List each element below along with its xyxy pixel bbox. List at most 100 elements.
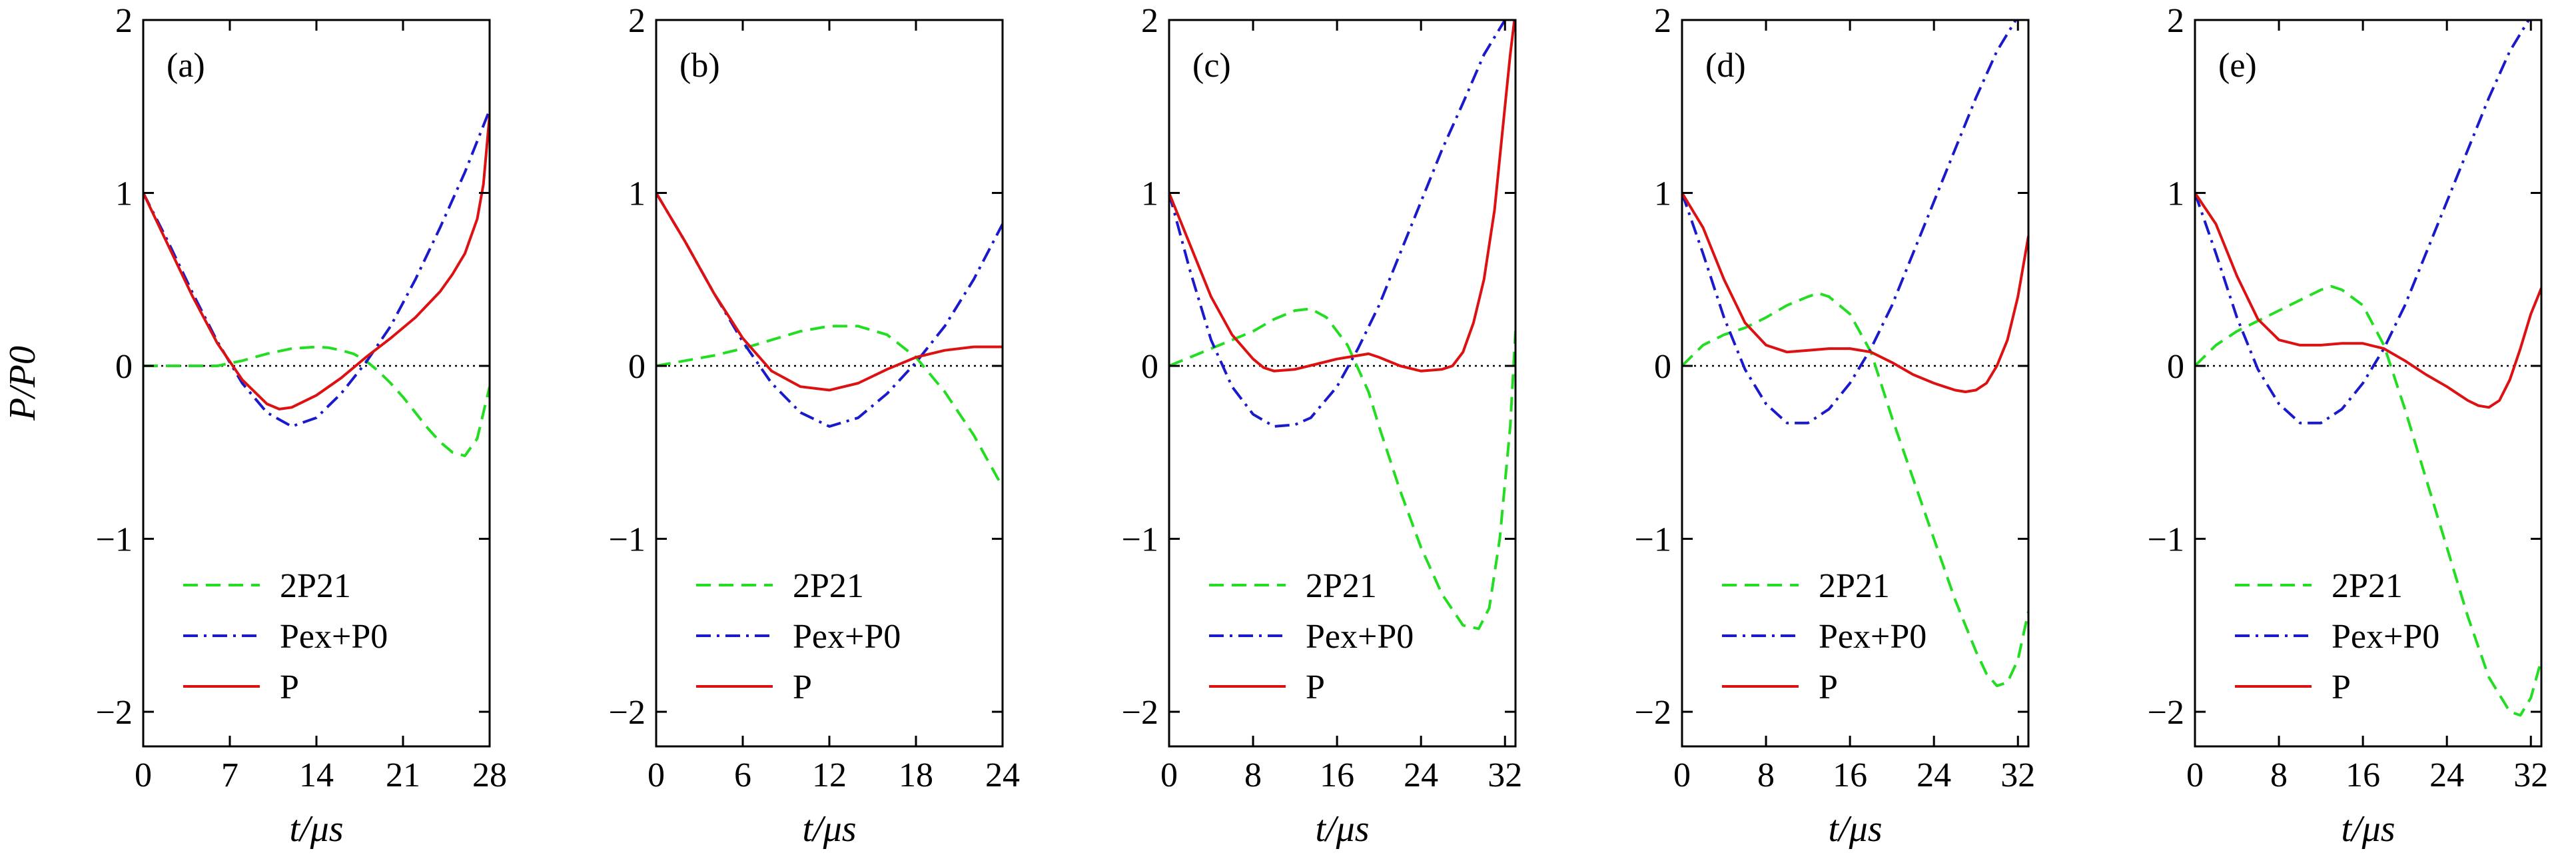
y-tick-label: −1 [1635,521,1671,559]
x-tick-label: 0 [1160,756,1178,794]
x-tick-label: 0 [2186,756,2204,794]
legend-label-s21: 2P21 [1306,567,1377,605]
y-tick-label: 2 [115,2,133,40]
legend-label-pex: Pex+P0 [2332,618,2439,656]
legend: 2P21 Pex+P0 P [696,567,901,706]
x-tick-label: 8 [1244,756,1262,794]
x-tick-label: 16 [2346,756,2380,794]
chart-panel: 0 7 14 21 28 −2 −1 0 1 2 t/μs (a) 2P21 Pex+P0 P [96,2,507,850]
x-tick-label: 18 [899,756,933,794]
legend-label-s21: 2P21 [1819,567,1890,605]
series-line-pex [656,192,1003,428]
x-tick-label: 16 [1833,756,1867,794]
x-tick-label: 32 [2000,756,2035,794]
x-tick-label: 0 [1673,756,1691,794]
y-tick-label: −2 [1122,694,1158,732]
x-tick-label: 24 [985,756,1020,794]
series-line-pex [1682,20,2018,425]
y-tick-label: 2 [1141,2,1158,40]
y-tick-label: 2 [2167,2,2184,40]
y-tick-label: −1 [1122,521,1158,559]
y-tick-label: 1 [115,175,133,213]
panel-label: (a) [167,47,205,85]
y-tick-label: 0 [2167,348,2184,386]
series-line-p [656,192,1003,392]
y-axis-label: P/P0 [2,346,43,421]
x-tick-label: 16 [1320,756,1354,794]
series-line-p [2195,192,2541,409]
x-axis-label: t/μs [2341,808,2395,850]
y-tick-label: −1 [96,521,133,559]
chart-panel: 0 8 16 24 32 −2 −1 0 1 2 t/μs (d) 2P21 Pex+P0 P [1635,2,2036,850]
series-line-p [143,115,490,411]
y-tick-label: 2 [1654,2,1671,40]
y-tick-label: 1 [1654,175,1671,213]
series-line-s21 [1169,307,1515,630]
series-line-pex [1169,20,1507,428]
y-tick-label: 0 [115,348,133,386]
series-line-p [1169,20,1515,373]
y-tick-label: −2 [2148,694,2184,732]
series-line-pex [143,109,490,428]
legend: 2P21 Pex+P0 P [183,567,388,706]
x-tick-label: 21 [386,756,420,794]
legend-label-p: P [2332,668,2351,706]
y-tick-label: 0 [1654,348,1671,386]
x-tick-label: 8 [2270,756,2288,794]
series-line-pex [2195,20,2531,425]
y-tick-label: −1 [609,521,645,559]
plot-frame [1681,19,2030,748]
legend-label-p: P [280,668,299,706]
y-tick-label: 2 [628,2,645,40]
legend-label-s21: 2P21 [793,567,864,605]
x-tick-label: 24 [2429,756,2464,794]
legend-label-s21: 2P21 [2332,567,2403,605]
x-tick-label: 32 [2513,756,2548,794]
x-tick-label: 14 [299,756,334,794]
chart-panel: 0 8 16 24 32 −2 −1 0 1 2 t/μs (c) 2P21 Pex+P0 P [1122,2,1523,850]
legend-label-pex: Pex+P0 [1306,618,1414,656]
x-tick-label: 24 [1917,756,1951,794]
panel-label: (d) [1705,47,1746,85]
series-line-s21 [143,345,490,457]
plot-frame [1168,19,1517,748]
legend-label-s21: 2P21 [280,567,351,605]
x-tick-label: 28 [472,756,507,794]
legend-label-pex: Pex+P0 [793,618,901,656]
panel-label: (c) [1192,47,1231,85]
y-tick-label: 1 [1141,175,1158,213]
series-line-p [1682,192,2028,393]
y-tick-label: 0 [628,348,645,386]
x-tick-label: 6 [734,756,751,794]
series-line-s21 [2195,285,2541,717]
x-tick-label: 0 [135,756,152,794]
legend: 2P21 Pex+P0 P [1209,567,1414,706]
legend: 2P21 Pex+P0 P [2235,567,2439,706]
y-tick-label: 1 [628,175,645,213]
plot-frame [2194,19,2543,748]
y-tick-label: −2 [1635,694,1671,732]
legend-label-p: P [793,668,812,706]
series-line-s21 [656,325,1003,488]
x-axis-label: t/μs [802,808,856,850]
legend: 2P21 Pex+P0 P [1722,567,1927,706]
y-tick-label: −2 [96,694,133,732]
panel-label: (b) [679,47,720,85]
panel-label: (e) [2218,47,2257,85]
y-tick-label: −1 [2148,521,2184,559]
x-tick-label: 24 [1404,756,1438,794]
x-tick-label: 32 [1488,756,1522,794]
x-tick-label: 7 [221,756,238,794]
y-tick-label: −2 [609,694,645,732]
legend-label-pex: Pex+P0 [1819,618,1927,656]
x-axis-label: t/μs [289,808,343,850]
chart-panel: 0 8 16 24 32 −2 −1 0 1 2 t/μs (e) 2P21 Pex+P0 P [2148,2,2549,850]
y-tick-label: 0 [1141,348,1158,386]
x-axis-label: t/μs [1828,808,1882,850]
x-tick-label: 0 [647,756,665,794]
y-tick-label: 1 [2167,175,2184,213]
x-axis-label: t/μs [1315,808,1369,850]
x-tick-label: 12 [812,756,847,794]
legend-label-p: P [1819,668,1838,706]
legend-label-pex: Pex+P0 [280,618,388,656]
